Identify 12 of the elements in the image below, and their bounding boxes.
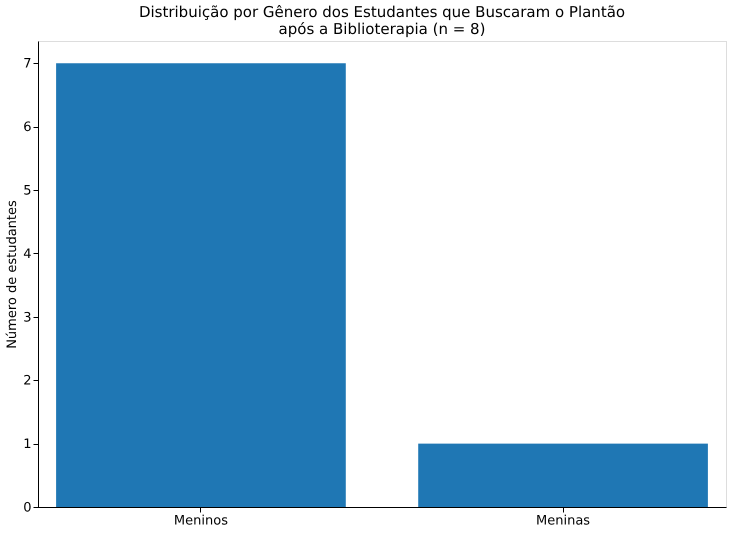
x-tick-label: Meninas (536, 514, 590, 528)
chart-title: Distribuição por Gênero dos Estudantes que Buscaram o Plantão após a Biblioterapia (n = 8) (138, 3, 626, 38)
x-tick-label: Meninos (174, 514, 228, 528)
y-tick-label: 2 (23, 374, 32, 389)
y-tick-label: 4 (23, 246, 32, 262)
y-tick-label: 5 (23, 183, 32, 198)
y-axis-title: Número de estudantes (5, 200, 20, 349)
y-tick-label: 3 (23, 310, 32, 326)
y-tick-label: 6 (23, 120, 32, 136)
y-tick-label: 1 (23, 437, 32, 452)
y-tick-label: 0 (23, 500, 32, 516)
y-tick-label: 7 (23, 56, 32, 72)
